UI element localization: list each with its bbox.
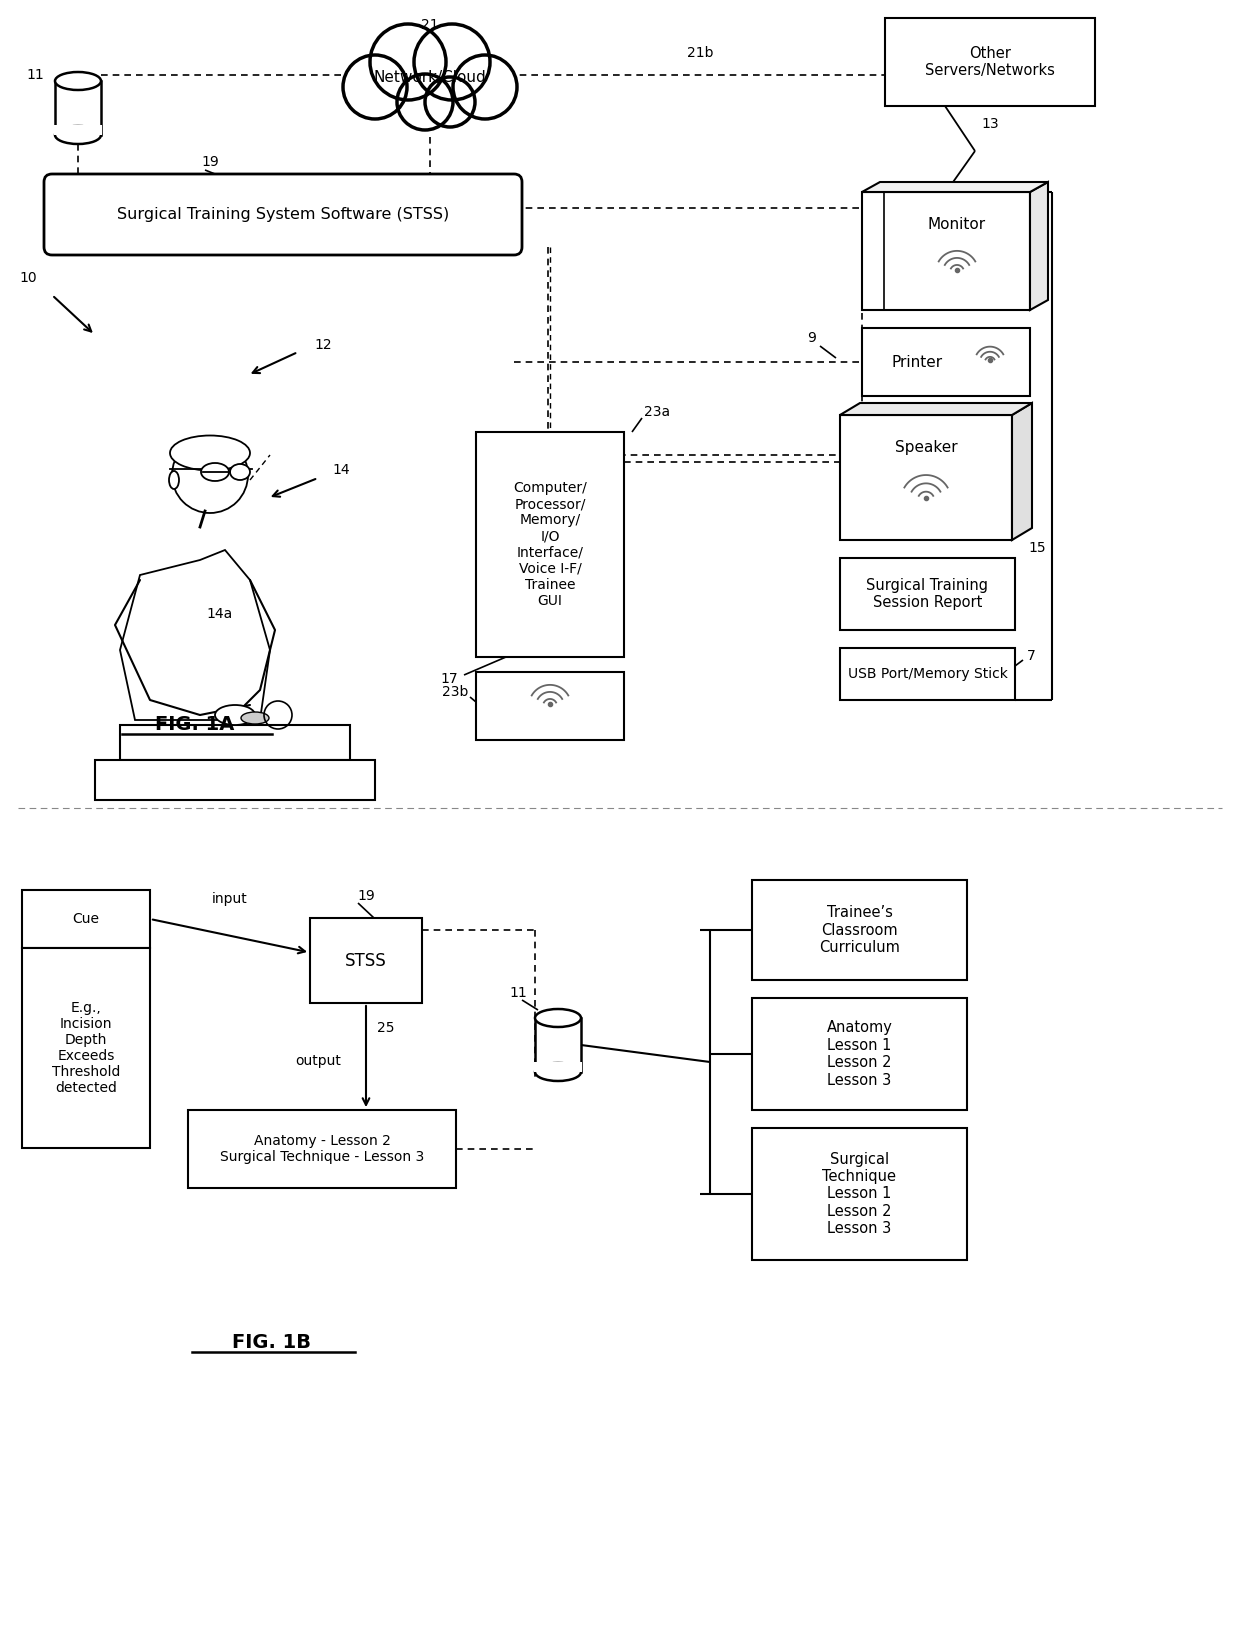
Circle shape: [172, 436, 248, 513]
Text: 11: 11: [26, 69, 43, 82]
Bar: [839, 557, 1016, 631]
Polygon shape: [1030, 181, 1048, 310]
Text: Surgical Training System Software (STSS): Surgical Training System Software (STSS): [117, 208, 449, 222]
Text: Anatomy - Lesson 2
Surgical Technique - Lesson 3: Anatomy - Lesson 2 Surgical Technique - …: [219, 1134, 424, 1163]
Polygon shape: [862, 181, 1048, 193]
Polygon shape: [1012, 404, 1032, 539]
Circle shape: [425, 77, 475, 127]
Bar: [751, 1127, 967, 1260]
Text: Speaker: Speaker: [895, 440, 957, 454]
Ellipse shape: [55, 72, 100, 90]
Text: 15: 15: [1028, 541, 1045, 556]
Text: 21: 21: [422, 18, 439, 33]
Bar: [476, 431, 624, 657]
Text: 19: 19: [201, 155, 219, 168]
Text: 14: 14: [332, 462, 350, 477]
Text: 23b: 23b: [441, 685, 467, 699]
Text: Printer: Printer: [892, 355, 942, 369]
Text: Anatomy
Lesson 1
Lesson 2
Lesson 3: Anatomy Lesson 1 Lesson 2 Lesson 3: [827, 1020, 893, 1088]
Bar: [22, 948, 150, 1149]
Bar: [751, 881, 967, 980]
Text: 7: 7: [1027, 649, 1035, 663]
Text: 21b: 21b: [687, 46, 713, 60]
Text: Network/Cloud: Network/Cloud: [373, 70, 486, 85]
Bar: [751, 998, 967, 1109]
Text: Trainee’s
Classroom
Curriculum: Trainee’s Classroom Curriculum: [820, 905, 900, 954]
Bar: [885, 18, 1095, 106]
Bar: [188, 1109, 456, 1188]
Circle shape: [397, 74, 453, 131]
Text: E.g.,
Incision
Depth
Exceeds
Threshold
detected: E.g., Incision Depth Exceeds Threshold d…: [52, 1000, 120, 1095]
Text: 13: 13: [981, 118, 998, 131]
Bar: [476, 672, 624, 740]
Text: 12: 12: [314, 338, 331, 351]
Circle shape: [414, 25, 490, 100]
Text: STSS: STSS: [345, 951, 387, 969]
Bar: [310, 918, 422, 1003]
Bar: [534, 1062, 582, 1072]
Bar: [22, 891, 150, 948]
Bar: [862, 193, 1030, 310]
Bar: [839, 415, 1012, 539]
Text: Cue: Cue: [72, 912, 99, 926]
Text: Monitor: Monitor: [928, 216, 986, 232]
Text: Surgical Training
Session Report: Surgical Training Session Report: [867, 578, 988, 609]
Polygon shape: [120, 551, 270, 721]
Text: 19: 19: [357, 889, 374, 904]
Text: FIG. 1A: FIG. 1A: [155, 714, 234, 734]
Text: 11: 11: [510, 985, 527, 1000]
Bar: [839, 649, 1016, 699]
Ellipse shape: [170, 436, 250, 471]
Bar: [55, 124, 102, 136]
Text: Surgical
Technique
Lesson 1
Lesson 2
Lesson 3: Surgical Technique Lesson 1 Lesson 2 Les…: [822, 1152, 897, 1237]
Ellipse shape: [534, 1064, 582, 1082]
Bar: [120, 725, 350, 760]
Text: Other
Servers/Networks: Other Servers/Networks: [925, 46, 1055, 78]
Text: 9: 9: [807, 332, 816, 345]
Text: 14a: 14a: [207, 606, 233, 621]
Circle shape: [343, 56, 407, 119]
Text: 17: 17: [440, 672, 458, 686]
Ellipse shape: [241, 712, 269, 724]
Polygon shape: [839, 404, 1032, 415]
Circle shape: [370, 25, 446, 100]
Bar: [862, 328, 1030, 395]
Ellipse shape: [215, 704, 255, 725]
Text: output: output: [295, 1054, 341, 1069]
Text: 23a: 23a: [644, 405, 670, 418]
Text: USB Port/Memory Stick: USB Port/Memory Stick: [848, 667, 1007, 681]
Bar: [95, 760, 374, 801]
Ellipse shape: [201, 462, 229, 480]
Ellipse shape: [55, 126, 100, 144]
Text: Computer/
Processor/
Memory/
I/O
Interface/
Voice I-F/
Trainee
GUI: Computer/ Processor/ Memory/ I/O Interfa…: [513, 480, 587, 608]
Ellipse shape: [534, 1010, 582, 1028]
Text: FIG. 1B: FIG. 1B: [233, 1332, 311, 1351]
Text: 25: 25: [377, 1021, 394, 1034]
FancyBboxPatch shape: [43, 173, 522, 255]
Text: 10: 10: [19, 271, 37, 284]
Circle shape: [453, 56, 517, 119]
Ellipse shape: [169, 471, 179, 489]
Text: input: input: [212, 892, 248, 905]
Ellipse shape: [229, 464, 250, 480]
